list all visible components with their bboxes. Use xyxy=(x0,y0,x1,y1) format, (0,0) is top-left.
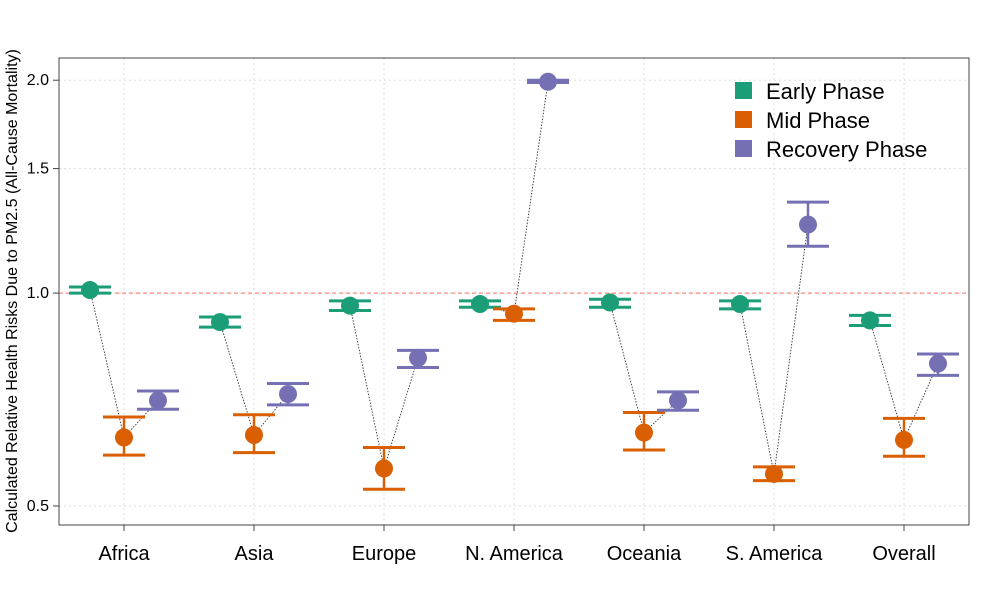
data-point xyxy=(471,295,489,314)
data-point xyxy=(539,72,557,91)
legend-swatch xyxy=(735,82,752,99)
data-point xyxy=(505,304,523,323)
data-point xyxy=(211,313,229,332)
y-tick-label: 1.5 xyxy=(27,161,49,178)
data-point xyxy=(765,464,783,483)
legend-swatch xyxy=(735,111,752,128)
y-tick-label: 1.0 xyxy=(27,285,49,302)
data-point xyxy=(861,311,879,330)
data-point xyxy=(635,423,653,442)
data-point xyxy=(895,430,913,449)
x-axis: Africa Asia Europe N. America Oceania S. Amer… xyxy=(98,525,936,565)
x-tick-label: Asia xyxy=(235,543,275,565)
legend: Early Phase Mid Phase Recovery Phase xyxy=(735,79,927,162)
legend-label: Recovery Phase xyxy=(766,137,927,162)
data-point xyxy=(341,296,359,315)
x-tick-label: Africa xyxy=(98,543,150,565)
data-point xyxy=(799,215,817,234)
data-point xyxy=(669,391,687,410)
legend-label: Early Phase xyxy=(766,79,885,104)
data-marks xyxy=(69,72,959,491)
data-point xyxy=(245,426,263,445)
data-point xyxy=(375,459,393,478)
data-point xyxy=(279,385,297,404)
y-tick-label: 0.5 xyxy=(27,498,49,515)
x-tick-label: N. America xyxy=(465,543,564,565)
x-tick-label: Europe xyxy=(352,543,417,565)
data-point xyxy=(149,391,167,410)
x-tick-label: Oceania xyxy=(607,543,682,565)
data-point xyxy=(81,281,99,300)
x-tick-label: S. America xyxy=(726,543,824,565)
data-point xyxy=(929,354,947,373)
connector-line xyxy=(739,224,809,475)
data-point xyxy=(601,293,619,312)
x-tick-label: Overall xyxy=(872,543,935,565)
data-point xyxy=(115,428,133,447)
y-axis: 0.5 1.0 1.5 2.0 xyxy=(27,72,59,515)
y-axis-title: Calculated Relative Health Risks Due to … xyxy=(4,49,21,533)
legend-swatch xyxy=(735,140,752,157)
data-point xyxy=(409,348,427,367)
data-point xyxy=(731,295,749,314)
legend-label: Mid Phase xyxy=(766,108,870,133)
y-tick-label: 2.0 xyxy=(27,72,49,89)
